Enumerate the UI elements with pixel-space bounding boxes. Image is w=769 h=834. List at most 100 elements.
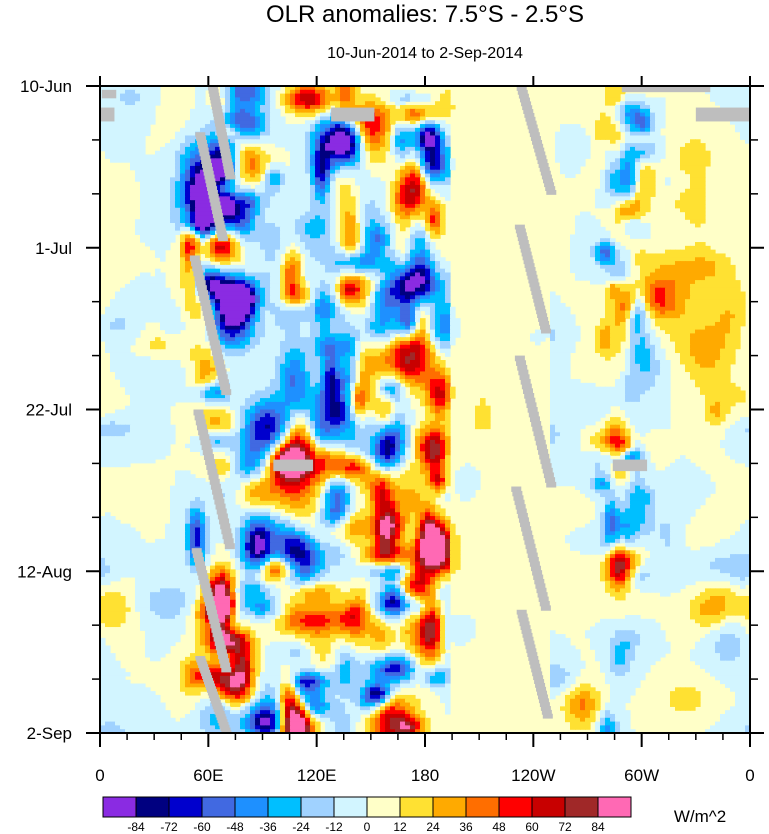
heatmap-cell [330,143,336,148]
heatmap-cell [305,177,311,182]
heatmap-cell [645,234,651,239]
heatmap-cell [125,116,131,121]
heatmap-cell [445,169,451,175]
heatmap-cell [605,257,611,262]
heatmap-cell [235,150,241,156]
heatmap-cell [330,226,336,232]
heatmap-cell [350,150,356,156]
heatmap-cell [615,165,621,171]
heatmap-cell [150,154,156,159]
heatmap-cell [410,143,416,148]
heatmap-cell [245,86,251,91]
heatmap-cell [200,226,206,232]
heatmap-cell [385,310,391,315]
heatmap-cell [290,211,296,216]
heatmap-cell [110,86,116,91]
heatmap-cell [705,280,711,285]
heatmap-cell [370,268,376,274]
heatmap-cell [605,261,611,266]
heatmap-cell [145,184,151,190]
heatmap-cell [595,200,601,205]
heatmap-cell [700,143,706,148]
heatmap-cell [300,310,306,315]
heatmap-cell [310,165,316,171]
heatmap-cell [320,154,326,159]
heatmap-cell [265,207,271,213]
heatmap-cell [240,321,246,327]
heatmap-cell [265,299,271,304]
heatmap-cell [300,203,306,209]
heatmap-cell [660,139,666,144]
heatmap-cell [140,287,146,293]
heatmap-cell [155,211,161,216]
heatmap-cell [325,192,331,197]
heatmap-cell [325,310,331,315]
heatmap-cell [705,291,711,296]
heatmap-cell [210,280,216,285]
heatmap-cell [385,314,391,319]
heatmap-cell [175,223,181,228]
heatmap-cell [325,276,331,281]
heatmap-cell [185,287,191,293]
heatmap-cell [365,135,371,140]
heatmap-cell [150,97,156,102]
heatmap-cell [130,310,136,315]
heatmap-cell [195,314,201,319]
heatmap-cell [290,177,296,182]
heatmap-cell [710,268,716,274]
heatmap-cell [355,154,361,159]
heatmap-cell [420,131,426,137]
heatmap-cell [420,97,426,102]
heatmap-cell [105,321,111,327]
heatmap-cell [145,230,151,236]
heatmap-cell [425,223,431,228]
heatmap-cell [375,177,381,182]
heatmap-cell [365,280,371,285]
heatmap-cell [740,291,746,296]
heatmap-cell [615,154,621,159]
heatmap-cell [655,280,661,285]
heatmap-cell [220,89,226,95]
heatmap-cell [200,223,206,228]
heatmap-cell [280,234,286,239]
heatmap-cell [380,181,386,186]
heatmap-cell [165,226,171,232]
heatmap-cell [290,188,296,194]
heatmap-cell [345,276,351,281]
heatmap-cell [245,97,251,102]
heatmap-cell [735,318,741,323]
heatmap-cell [615,253,621,258]
heatmap-cell [370,310,376,315]
heatmap-cell [285,143,291,148]
heatmap-cell [605,158,611,163]
heatmap-cell [260,245,266,251]
heatmap-cell [310,219,316,224]
heatmap-cell [355,135,361,140]
heatmap-cell [630,223,636,228]
heatmap-cell [430,299,436,304]
heatmap-cell [645,203,651,209]
heatmap-cell [285,276,291,281]
heatmap-cell [405,261,411,266]
heatmap-cell [390,318,396,323]
heatmap-cell [445,173,451,178]
heatmap-cell [135,154,141,159]
heatmap-cell [625,192,631,197]
heatmap-cell [260,314,266,319]
heatmap-cell [290,238,296,243]
heatmap-cell [105,124,111,129]
heatmap-cell [405,283,411,289]
heatmap-cell [630,131,636,137]
heatmap-cell [335,89,341,95]
heatmap-cell [440,306,446,312]
heatmap-cell [645,105,651,110]
heatmap-cell [285,139,291,144]
heatmap-cell [255,291,261,296]
heatmap-cell [420,200,426,205]
heatmap-cell [330,245,336,251]
heatmap-cell [585,143,591,148]
heatmap-cell [675,203,681,209]
heatmap-cell [160,146,166,152]
heatmap-cell [290,325,296,331]
heatmap-cell [300,105,306,110]
